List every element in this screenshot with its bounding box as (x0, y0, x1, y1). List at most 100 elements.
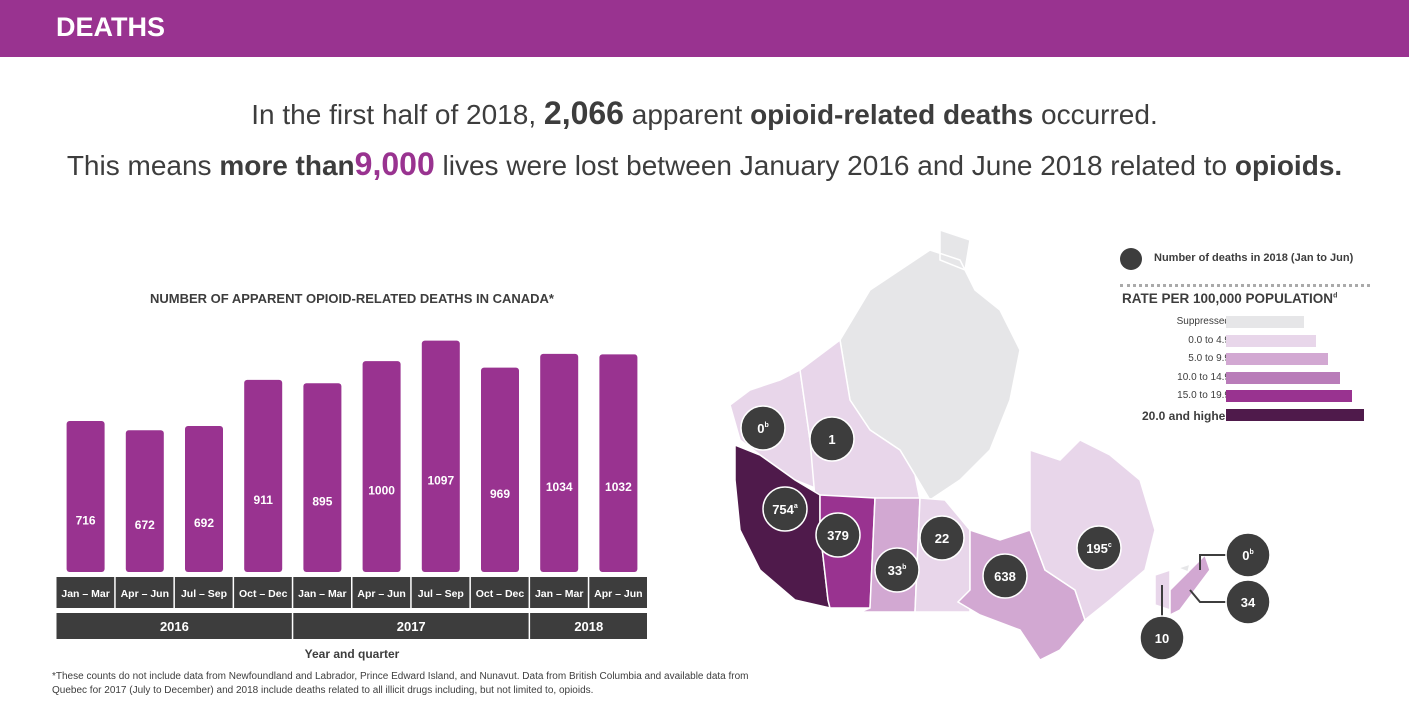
legend-item: 20.0 and higher (1120, 408, 1380, 423)
quarter-cell (174, 577, 233, 608)
bar-value-label: 895 (312, 495, 332, 509)
quarter-cell (234, 577, 292, 608)
death-count-label: 638 (994, 569, 1016, 584)
death-count: 2,066 (543, 95, 624, 131)
bar (540, 353, 579, 572)
headline-line-1: In the first half of 2018, 2,066 apparen… (0, 95, 1409, 132)
section-header: DEATHS (0, 0, 1409, 57)
death-count-circle (1076, 525, 1122, 571)
canada-map: 0b 1 754a 379 33b 22 638 195c 0b 34 10 (729, 230, 1271, 661)
region-prince-edward-island (1175, 562, 1192, 574)
quarter-cell (115, 577, 174, 608)
x-tick-label: Jul – Sep (181, 588, 227, 600)
quarter-cell (470, 577, 529, 608)
legend-swatch (1226, 408, 1364, 421)
x-tick-label: Jan – Mar (535, 588, 583, 600)
text: opioid-related deaths (750, 99, 1034, 130)
death-count-label: 754a (772, 502, 798, 517)
footnote-marker: d (1333, 292, 1338, 300)
year-label: 2018 (574, 619, 603, 634)
bar (185, 426, 223, 572)
rate-title-text: RATE PER 100,000 POPULATION (1122, 291, 1334, 306)
death-count-circle (740, 405, 786, 451)
x-tick-label: Apr – Jun (594, 588, 642, 600)
bar (599, 354, 638, 572)
year-cell (530, 613, 647, 639)
bar-value-label: 969 (490, 487, 510, 501)
text: lives were lost between January 2016 and… (442, 150, 1228, 181)
text: . (1334, 150, 1343, 181)
quarter-cell (411, 577, 470, 608)
legend-item: Suppressed (1120, 316, 1380, 329)
headline-line-2: This means more than9,000 lives were los… (0, 146, 1409, 183)
divider (1120, 284, 1370, 287)
quarter-cell (56, 577, 115, 608)
quarter-cell (352, 577, 411, 608)
quarter-cell (589, 577, 647, 608)
bar-value-label: 716 (76, 513, 96, 527)
bar (303, 383, 342, 572)
x-tick-label: Jan – Mar (298, 588, 346, 600)
legend-label: Suppressed (1176, 316, 1230, 327)
death-count-label: 0b (757, 421, 769, 436)
x-tick-label: Apr – Jun (357, 588, 405, 600)
x-axis-title: Year and quarter (304, 647, 400, 661)
x-tick-label: Jan – Mar (61, 588, 109, 600)
x-tick-label: Oct – Dec (239, 588, 288, 600)
bar-value-label: 1032 (605, 480, 632, 494)
section-title: DEATHS (56, 12, 166, 42)
legend-swatch (1226, 371, 1340, 384)
legend-label: 20.0 and higher (1141, 408, 1230, 423)
legend-item: 5.0 to 9.9 (1120, 353, 1380, 366)
death-count-label: 33b (888, 563, 907, 578)
circle-legend-icon (1120, 248, 1142, 270)
bar (481, 367, 519, 572)
death-count-label: 34 (1241, 595, 1256, 610)
leader-line (1199, 554, 1226, 570)
legend-swatch (1226, 316, 1304, 328)
text: This means (66, 150, 212, 181)
rate-title: RATE PER 100,000 POPULATIONd (1122, 291, 1337, 306)
bar (125, 430, 164, 572)
legend-item: 15.0 to 19.9 (1120, 390, 1380, 403)
death-count-circle (1139, 615, 1185, 661)
bar-value-label: 1097 (427, 473, 454, 487)
year-label: 2017 (397, 619, 426, 634)
text: occurred. (1041, 99, 1158, 130)
bar (421, 340, 460, 572)
leader-line (1189, 589, 1226, 603)
footnote: *These counts do not include data from N… (52, 671, 749, 696)
death-count-label: 0b (1242, 548, 1254, 563)
death-count-label: 1 (828, 432, 835, 447)
death-count-label: 10 (1155, 631, 1169, 646)
legend-swatch (1226, 334, 1316, 347)
bar (66, 420, 105, 572)
death-count-label: 195c (1086, 541, 1112, 556)
legend-label: 15.0 to 19.9 (1177, 390, 1230, 401)
bar (362, 361, 401, 572)
year-label: 2016 (160, 619, 189, 634)
legend-swatch (1226, 353, 1328, 365)
text: opioids (1234, 150, 1335, 181)
legend-item: 0.0 to 4.9 (1120, 334, 1380, 348)
death-count-circle (815, 512, 861, 558)
death-count-circle (874, 547, 920, 593)
legend-label: 0.0 to 4.9 (1188, 334, 1230, 346)
year-cell (56, 613, 292, 639)
death-count-circle (1225, 579, 1271, 625)
death-count-label: 379 (827, 528, 849, 543)
text: more than (219, 150, 355, 181)
bar-value-label: 1000 (368, 484, 395, 498)
bar (244, 379, 283, 572)
legend-label: 10.0 to 14.9 (1177, 371, 1230, 383)
legend-item: 10.0 to 14.9 (1120, 371, 1380, 385)
legend-swatch (1226, 390, 1352, 402)
bar-value-label: 672 (135, 518, 155, 532)
death-count-circle (1225, 532, 1271, 578)
year-cell (293, 613, 529, 639)
total-count: 9,000 (354, 146, 435, 182)
bar-value-label: 1034 (546, 480, 573, 494)
chart-title: NUMBER OF APPARENT OPIOID-RELATED DEATHS… (150, 291, 554, 306)
text: apparent (631, 99, 743, 130)
quarter-cell (530, 577, 588, 608)
